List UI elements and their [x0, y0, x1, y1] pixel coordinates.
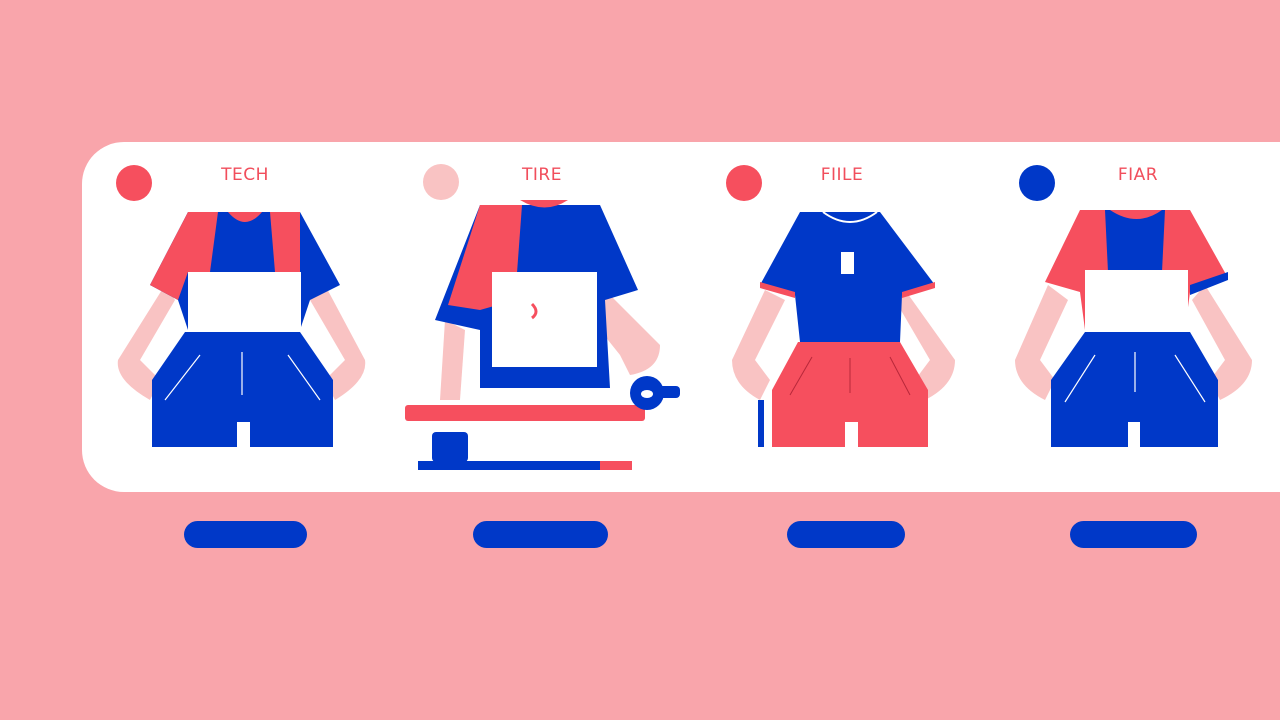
- outfit-figure-2: [405, 200, 680, 470]
- outfit-figure-3: [732, 211, 955, 447]
- panel-button-2[interactable]: [473, 521, 608, 548]
- panel-button-3[interactable]: [787, 521, 905, 548]
- status-dot-4: [1019, 165, 1055, 201]
- outfit-figure-4: [1015, 210, 1252, 447]
- panel-button-1[interactable]: [184, 521, 307, 548]
- status-dot-3: [726, 165, 762, 201]
- panel-title-1: TECH: [221, 165, 269, 185]
- outfit-figure-1: [117, 212, 366, 447]
- panel-title-2: TIRE: [522, 165, 562, 185]
- panel-title-3: FIILE: [820, 165, 864, 185]
- panel-button-4[interactable]: [1070, 521, 1197, 548]
- status-dot-1: [116, 165, 152, 201]
- status-dot-2: [423, 164, 459, 200]
- panel-title-4: FIAR: [1117, 165, 1159, 185]
